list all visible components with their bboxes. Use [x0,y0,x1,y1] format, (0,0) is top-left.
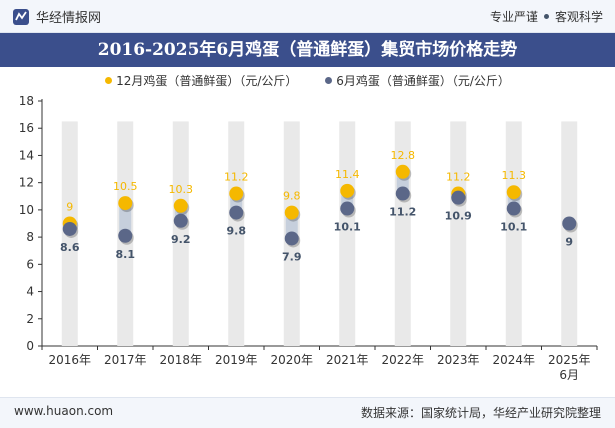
axes-group: 0 2 4 6 8 10 12 14 16 18 2016年 2017年 2018年 2019年 2020年… [19,94,598,382]
data-point-dec [340,183,355,198]
data-label-jun: 9 [565,236,573,249]
data-point-jun [340,201,355,216]
x-tick-label: 2018年 [159,353,202,367]
separator-dot-icon [543,14,549,19]
data-label-dec: 9.8 [283,190,301,203]
data-label-jun: 7.9 [282,250,302,263]
background-column [339,121,356,347]
tagline-right: 客观科学 [554,10,603,24]
title-bar: 2016-2025年6月鸡蛋（普通鲜蛋）集贸市场价格走势 [0,33,615,67]
legend-dot-dec-icon [105,77,113,84]
background-column [561,121,578,347]
data-label-dec: 11.2 [446,171,471,184]
background-column [450,121,467,347]
data-point-jun [118,228,133,243]
background-column [228,121,245,347]
chart-title: 2016-2025年6月鸡蛋（普通鲜蛋）集贸市场价格走势 [97,40,518,60]
x-tick-label: 2019年 [215,353,258,367]
columns-group [61,121,578,347]
y-tick-label: 0 [26,339,34,353]
data-label-dec: 10.5 [113,180,138,193]
x-tick-label: 2020年 [270,353,313,367]
brand-name: 华经情报网 [36,11,102,26]
chart-plot: 0 2 4 6 8 10 12 14 16 18 2016年 2017年 2018年 2019年 2020年… [19,94,598,382]
data-point-jun [395,186,410,201]
y-tick-label: 4 [26,285,34,299]
data-point-dec [173,198,188,213]
background-column [172,121,189,347]
legend-label-dec: 12月鸡蛋（普通鲜蛋）（元/公斤） [116,74,298,88]
data-label-dec: 11.4 [335,168,360,181]
x-tick-label: 2023年 [437,353,480,367]
data-point-dec [506,185,521,200]
data-point-jun [284,231,299,246]
y-tick-label: 8 [26,230,34,244]
x-tick-label: 2024年 [492,353,535,367]
legend-item-jun: 6月鸡蛋（普通鲜蛋）（元/公斤） [325,72,510,89]
y-tick-label: 16 [19,121,34,135]
data-point-dec [284,205,299,220]
y-tick-label: 6 [26,257,34,271]
labels-group: 9 10.5 10.3 11.2 9.8 11.4 12.8 11.2 11.3 8.6 8.1 9.… [60,149,573,264]
y-tick-label: 10 [19,203,34,217]
x-tick-label: 2017年 [104,353,147,367]
y-tick-label: 14 [19,148,34,162]
footer-url: www.huaon.com [14,404,114,418]
footer-source: 数据来源：国家统计局，华经产业研究院整理 [360,406,601,420]
tagline-left: 专业严谨 [489,10,538,24]
data-label-jun: 11.2 [389,206,416,219]
brand-logo-icon [13,8,29,25]
data-point-dec [118,196,133,211]
legend-dot-jun-icon [325,77,333,84]
data-label-jun: 10.9 [445,210,472,223]
y-tick-label: 12 [19,176,34,190]
data-label-jun: 8.1 [116,248,136,261]
legend: 12月鸡蛋（普通鲜蛋）（元/公斤） 6月鸡蛋（普通鲜蛋）（元/公斤） [0,72,615,89]
data-point-jun [229,205,244,220]
data-label-dec: 10.3 [169,183,194,196]
data-label-jun: 9.8 [227,225,247,238]
x-tick-label: 2025年 6月 [548,353,591,382]
y-tick-label: 18 [19,94,34,108]
legend-item-dec: 12月鸡蛋（普通鲜蛋）（元/公斤） [105,72,297,89]
tagline: 专业严谨 客观科学 [490,8,603,25]
data-label-dec: 11.2 [224,171,249,184]
background-column [505,121,522,347]
data-point-jun [173,213,188,228]
data-point-dec [229,186,244,201]
top-bar: 华经情报网 专业严谨 客观科学 [0,0,615,33]
data-label-jun: 8.6 [60,241,80,254]
range-connector [119,203,132,236]
y-tick-label: 2 [26,312,34,326]
data-point-jun [451,190,466,205]
data-label-jun: 10.1 [334,221,361,234]
data-label-jun: 10.1 [500,221,527,234]
brand: 华经情报网 [12,7,101,26]
x-tick-label: 2021年 [326,353,369,367]
legend-label-jun: 6月鸡蛋（普通鲜蛋）（元/公斤） [336,74,510,88]
data-label-dec: 9 [66,201,73,214]
data-point-jun [62,221,77,236]
data-label-dec: 11.3 [502,169,527,182]
footer: www.huaon.com 数据来源：国家统计局，华经产业研究院整理 [0,397,615,428]
data-point-jun [562,216,577,231]
x-tick-label: 2022年 [381,353,424,367]
data-label-jun: 9.2 [171,233,191,246]
data-label-dec: 12.8 [391,149,416,162]
x-tick-label: 2016年 [48,353,91,367]
data-point-dec [395,164,410,179]
range-connector [285,212,298,239]
marks-group [62,164,578,248]
data-point-jun [506,201,521,216]
